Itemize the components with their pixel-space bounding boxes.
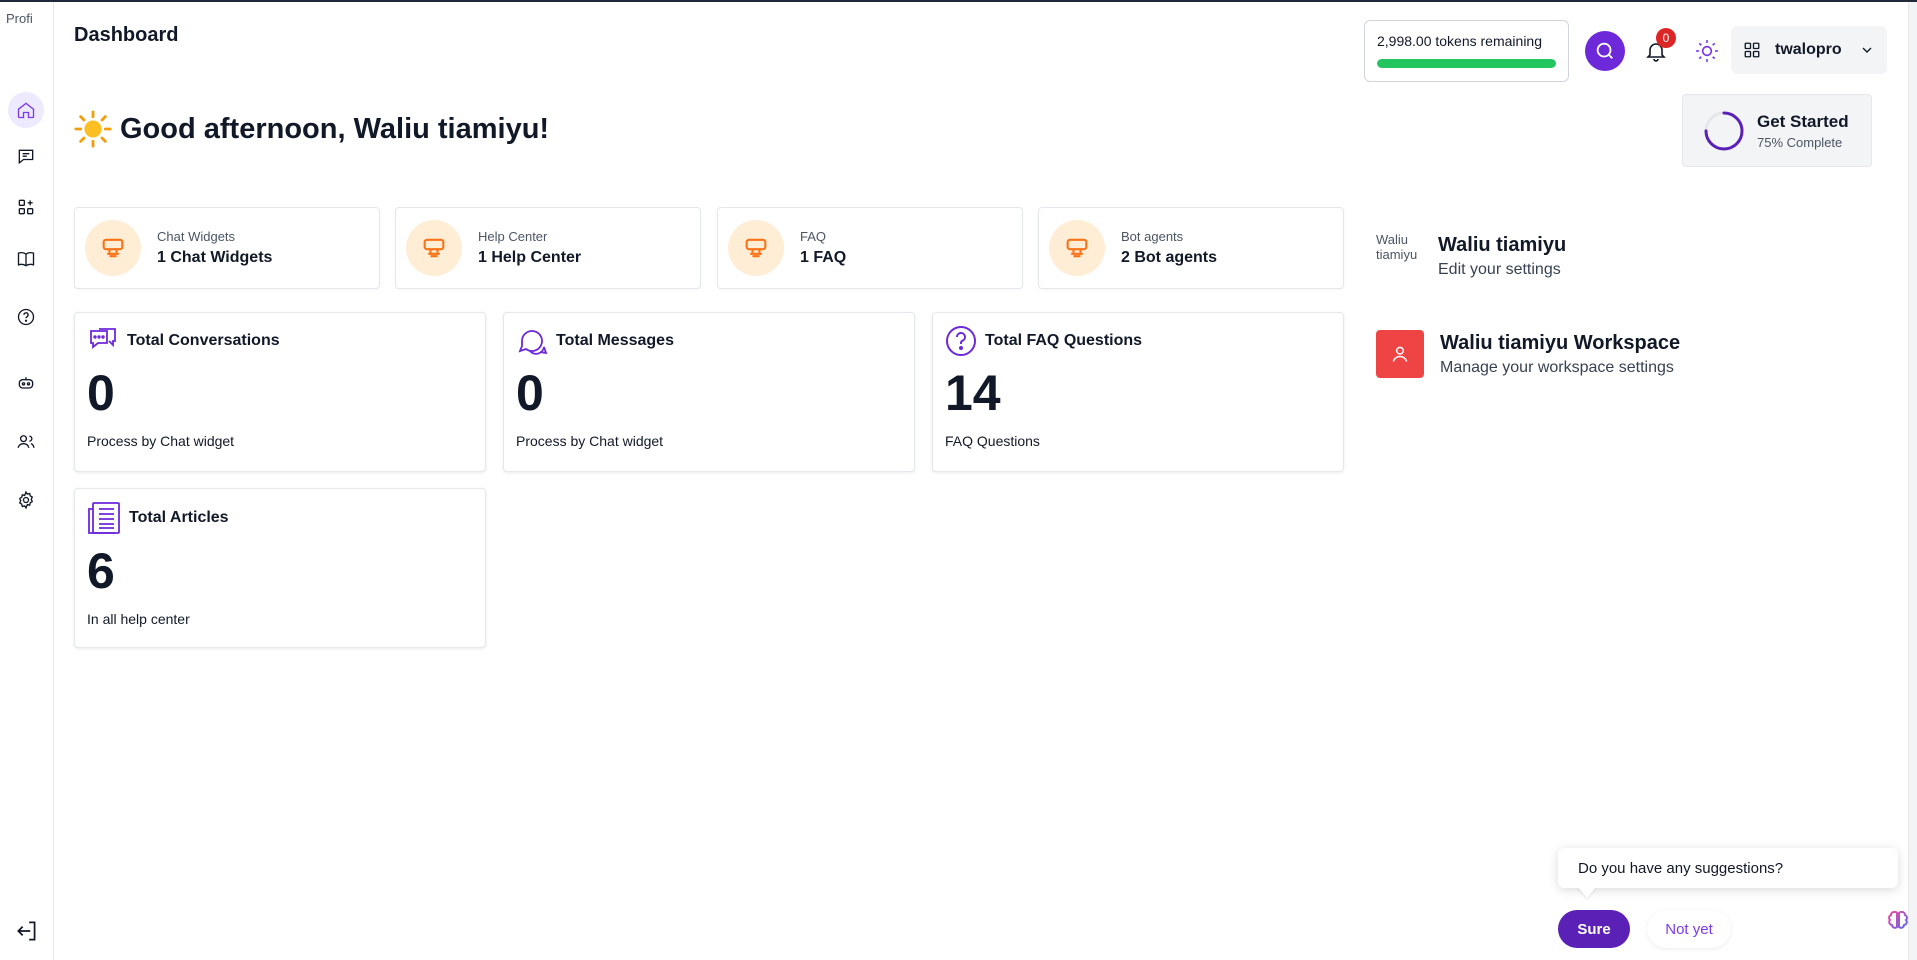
card-title: Total Conversations: [127, 332, 280, 349]
profile-subtitle: Edit your settings: [1438, 260, 1561, 278]
theme-toggle-button[interactable]: [1693, 37, 1721, 65]
get-started-progress: 75% Complete: [1757, 134, 1843, 150]
get-started-button[interactable]: Get Started 75% Complete: [1682, 94, 1872, 167]
card-title: Total Articles: [129, 509, 229, 526]
sidebar-item-settings[interactable]: [8, 482, 44, 518]
card-footer: Process by Chat widget: [516, 433, 664, 449]
mini-stat-label: Chat Widgets: [157, 229, 236, 244]
sidebar-item-faq[interactable]: [8, 299, 44, 335]
username: twalopro: [1775, 41, 1842, 58]
user-icon: [1392, 346, 1408, 362]
progress-ring-icon: [1704, 111, 1744, 150]
total-messages-card: Total Messages 0 Process by Chat widget: [503, 312, 915, 472]
profile-settings-link[interactable]: Waliu tiamiyu Waliu tiamiyu Edit your se…: [1376, 232, 1566, 280]
card-value: 0: [87, 365, 115, 421]
logout-icon[interactable]: [14, 918, 40, 944]
suggestion-prompt-tail: [1577, 886, 1597, 898]
user-menu-dropdown[interactable]: twalopro: [1731, 26, 1887, 74]
messages-icon: [518, 330, 548, 355]
greeting: Good afternoon, Waliu tiamiyu!: [74, 110, 549, 148]
sidebar-item-help-center[interactable]: [8, 241, 44, 277]
workspace-subtitle: Manage your workspace settings: [1440, 358, 1674, 376]
profile-name: Waliu tiamiyu: [1438, 233, 1567, 256]
mini-stat-value: 1 Chat Widgets: [157, 249, 273, 266]
bot-agents-summary-card[interactable]: Bot agents 2 Bot agents: [1038, 207, 1344, 289]
suggestion-prompt: Do you have any suggestions?: [1558, 848, 1898, 888]
page-title: Dashboard: [74, 24, 179, 46]
sidebar-item-bot-agents[interactable]: [8, 365, 44, 401]
get-started-title: Get Started: [1757, 111, 1849, 131]
robot-icon: [18, 377, 34, 389]
monitor-icon: [85, 220, 141, 276]
search-icon: [1596, 42, 1613, 59]
grid-icon: [1744, 42, 1760, 58]
question-icon: [946, 326, 976, 356]
total-faq-questions-card: Total FAQ Questions 14 FAQ Questions: [932, 312, 1344, 472]
card-footer: Process by Chat widget: [87, 433, 235, 449]
card-value: 6: [87, 543, 115, 599]
not-yet-button[interactable]: Not yet: [1647, 910, 1731, 948]
greeting-text: Good afternoon, Waliu tiamiyu!: [120, 112, 550, 145]
chat-widgets-summary-card[interactable]: Chat Widgets 1 Chat Widgets: [74, 207, 380, 289]
users-icon: [17, 435, 35, 449]
notification-count-badge: 0: [1656, 28, 1676, 48]
card-title: Total Messages: [556, 332, 674, 349]
total-articles-card: Total Articles 6 In all help center: [74, 488, 486, 648]
home-icon: [17, 102, 35, 119]
mini-stat-label: FAQ: [800, 229, 827, 244]
monitor-icon: [1049, 220, 1105, 276]
apps-icon: [18, 199, 34, 215]
card-value: 14: [945, 365, 1001, 421]
sidebar-item-home[interactable]: [8, 92, 44, 128]
sidebar-item-users[interactable]: [8, 424, 44, 460]
book-icon: [17, 251, 35, 267]
question-icon: [17, 308, 35, 326]
monitor-icon: [728, 220, 784, 276]
card-value: 0: [516, 365, 544, 421]
profile-logo-image[interactable]: Profi: [6, 12, 33, 26]
brain-icon[interactable]: [1886, 908, 1910, 932]
help-center-summary-card[interactable]: Help Center 1 Help Center: [395, 207, 701, 289]
chevron-down-icon: [1862, 47, 1872, 53]
card-title: Total FAQ Questions: [985, 332, 1143, 349]
faq-summary-card[interactable]: FAQ 1 FAQ: [717, 207, 1023, 289]
mini-stat-label: Bot agents: [1121, 229, 1184, 244]
workspace-avatar: [1376, 330, 1424, 378]
mini-stat-value: 1 FAQ: [800, 249, 847, 266]
workspace-settings-link[interactable]: Waliu tiamiyu Workspace Manage your work…: [1376, 330, 1680, 378]
profile-avatar: Waliu tiamiyu: [1376, 232, 1418, 262]
total-conversations-card: Total Conversations 0 Process by Chat wi…: [74, 312, 486, 472]
sidebar-item-chats[interactable]: [8, 139, 44, 175]
page-scrollbar[interactable]: [1908, 2, 1917, 960]
workspace-name: Waliu tiamiyu Workspace: [1440, 331, 1681, 354]
mini-stat-value: 2 Bot agents: [1121, 249, 1218, 266]
conversations-icon: [90, 328, 116, 349]
chat-icon: [18, 149, 34, 165]
sun-icon: [1696, 40, 1718, 62]
tokens-progress-fill: [1377, 59, 1556, 68]
sure-button[interactable]: Sure: [1558, 910, 1630, 948]
sun-emoji-icon: [74, 110, 112, 148]
tokens-remaining-panel: 2,998.00 tokens remaining: [1364, 20, 1569, 82]
sidebar: Profi: [0, 2, 54, 960]
articles-icon: [88, 502, 120, 534]
mini-stat-label: Help Center: [478, 229, 548, 244]
sidebar-item-widgets[interactable]: [8, 189, 44, 225]
tokens-progress-bar: [1377, 59, 1556, 68]
monitor-icon: [406, 220, 462, 276]
tokens-remaining-text: 2,998.00 tokens remaining: [1377, 33, 1542, 49]
card-footer: FAQ Questions: [945, 433, 1040, 449]
search-button[interactable]: [1585, 31, 1625, 71]
card-footer: In all help center: [87, 611, 190, 627]
gear-icon: [18, 490, 34, 510]
mini-stat-value: 1 Help Center: [478, 249, 582, 266]
